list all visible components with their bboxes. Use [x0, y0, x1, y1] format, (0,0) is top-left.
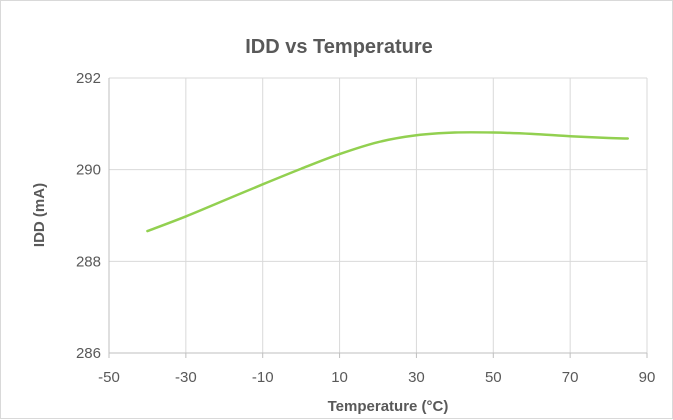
- x-tick-label: 70: [562, 369, 579, 386]
- chart-title: IDD vs Temperature: [245, 36, 432, 58]
- y-tick-label: 288: [76, 253, 101, 270]
- y-tick-label: 286: [76, 345, 101, 362]
- tick-labels: -50 -30 -10 10 30 50 70 90 286 288 290 292: [76, 70, 655, 386]
- x-tick-label: -50: [98, 369, 120, 386]
- x-tick-label: -10: [252, 369, 274, 386]
- x-tick-label: -30: [175, 369, 197, 386]
- x-tick-label: 30: [408, 369, 425, 386]
- y-tick-label: 290: [76, 162, 101, 179]
- x-axis-title: Temperature (°C): [328, 398, 449, 415]
- x-tick-label: 10: [331, 369, 348, 386]
- x-tick-label: 50: [485, 369, 502, 386]
- axes: [109, 78, 647, 358]
- x-tick-label: 90: [639, 369, 656, 386]
- series-line: [147, 132, 627, 231]
- y-tick-label: 292: [76, 70, 101, 87]
- series-layer: [147, 132, 627, 231]
- y-axis-title: IDD (mA): [31, 183, 48, 247]
